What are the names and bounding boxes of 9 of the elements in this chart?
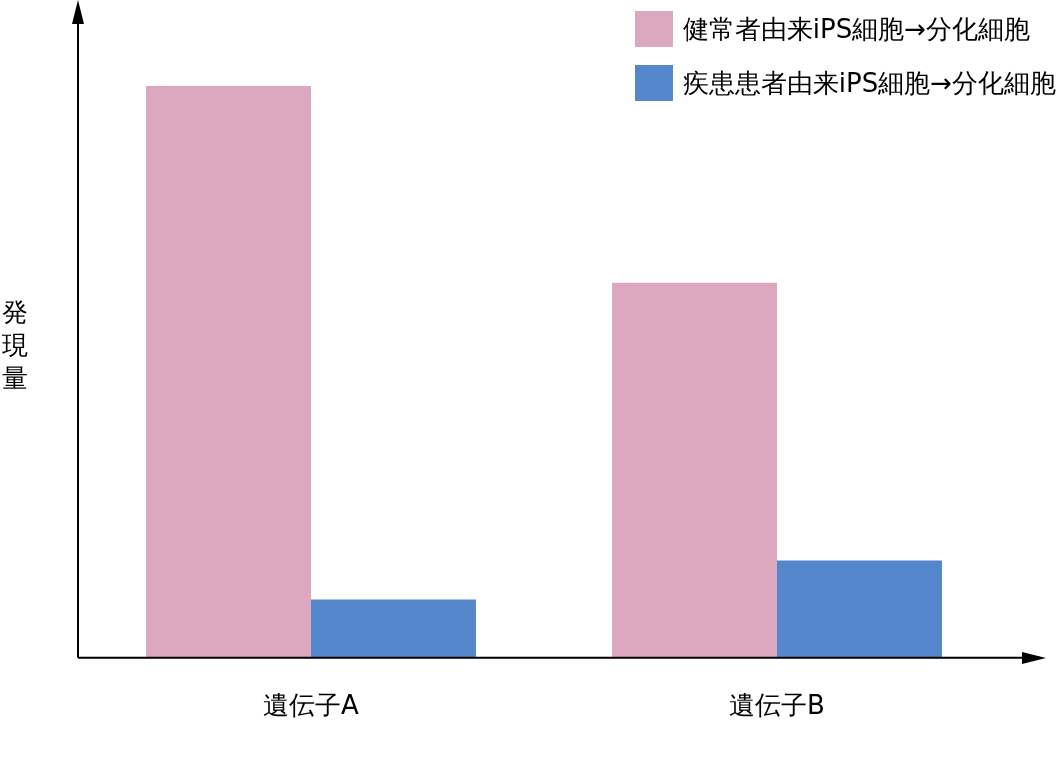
x-tick-label: 遺伝子A: [263, 690, 360, 721]
legend-label: 健常者由来iPS細胞→分化細胞: [682, 12, 1030, 46]
bar: [777, 560, 942, 658]
bar: [146, 86, 311, 658]
bar: [311, 599, 476, 658]
x-tick-label: 遺伝子B: [729, 690, 825, 721]
legend-label: 疾患患者由来iPS細胞→分化細胞: [682, 66, 1056, 100]
bar: [612, 282, 777, 658]
y-axis-title: 発現量: [1, 296, 29, 395]
